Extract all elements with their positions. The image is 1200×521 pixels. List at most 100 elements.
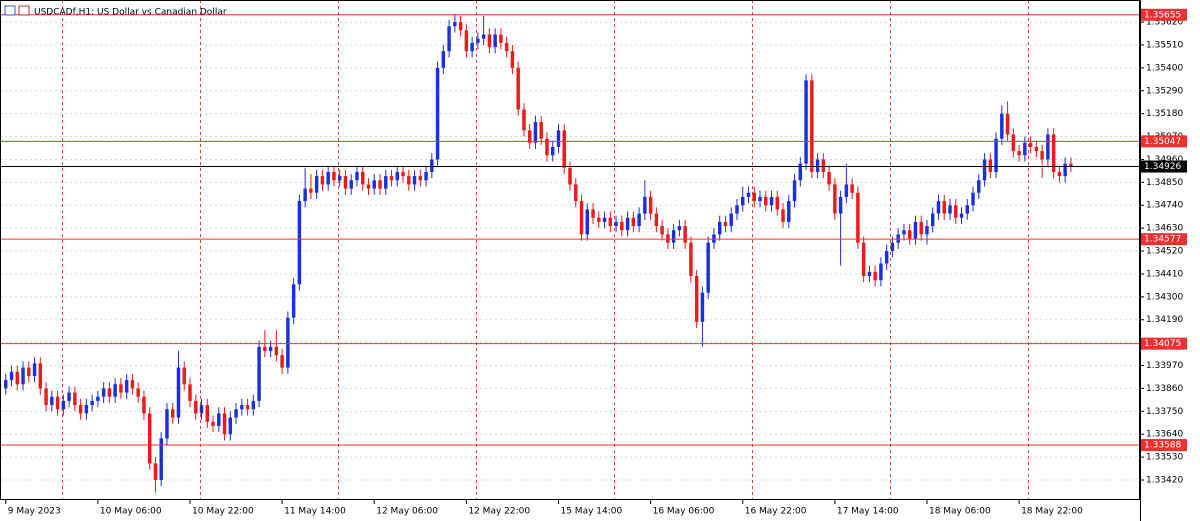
- candle-body: [977, 180, 981, 193]
- x-tick-label: 17 May 14:00: [837, 507, 899, 517]
- candle-body: [821, 159, 826, 172]
- y-tick-label: 1.33970: [1146, 361, 1183, 371]
- candle-body: [32, 363, 37, 376]
- y-tick-label: 1.34960: [1146, 155, 1183, 165]
- candle-body: [804, 80, 808, 164]
- candle-body: [418, 176, 423, 181]
- y-tick-label: 1.34850: [1146, 178, 1183, 188]
- y-tick-label: 1.34190: [1146, 315, 1183, 325]
- candle-body: [268, 346, 273, 351]
- candle-body: [890, 242, 895, 252]
- candle-body: [631, 217, 636, 227]
- candle-body: [787, 201, 791, 222]
- y-tick-label: 1.34300: [1146, 292, 1183, 302]
- candle-body: [867, 271, 872, 277]
- x-tick-label: 18 May 22:00: [1021, 507, 1083, 517]
- candle-body: [706, 242, 710, 293]
- candle-body: [735, 205, 739, 214]
- candle-body: [1000, 113, 1004, 139]
- candle-body: [44, 388, 48, 406]
- candle-body: [608, 217, 613, 227]
- candle-body: [504, 42, 509, 52]
- x-tick-label: 11 May 14:00: [284, 507, 346, 517]
- candle-body: [228, 417, 233, 435]
- candle-body: [453, 22, 457, 27]
- candle-body: [199, 405, 204, 414]
- candle-body: [982, 159, 987, 181]
- candle-body: [67, 392, 71, 401]
- x-tick-label: 9 May 2023: [8, 507, 61, 517]
- level-label: 1.35655: [1144, 10, 1181, 20]
- candle-body: [746, 192, 751, 197]
- y-tick-label: 1.34740: [1146, 201, 1183, 211]
- candle-body: [729, 213, 733, 227]
- y-tick-label: 1.33420: [1146, 476, 1183, 486]
- candle-body: [9, 371, 14, 381]
- candle-body: [240, 405, 244, 410]
- candle-body: [643, 196, 647, 214]
- candle-body: [896, 234, 900, 243]
- candle-body: [441, 51, 446, 68]
- candle-body: [4, 380, 8, 389]
- candle-body: [1051, 134, 1056, 172]
- candle-body: [522, 109, 526, 131]
- candle-body: [568, 167, 572, 185]
- candle-body: [107, 388, 112, 397]
- candle-body: [741, 196, 745, 206]
- y-tick-label: 1.35400: [1146, 63, 1183, 73]
- candle-body: [90, 400, 94, 406]
- candle-body: [50, 396, 54, 406]
- candle-body: [15, 371, 19, 385]
- candle-body: [194, 400, 198, 414]
- x-tick-label: 10 May 06:00: [100, 507, 162, 517]
- candle-body: [666, 234, 670, 243]
- grid: [0, 21, 1140, 481]
- x-tick-label: 10 May 22:00: [192, 507, 254, 517]
- candle-body: [84, 405, 89, 414]
- candle-body: [21, 367, 25, 385]
- title-block: USDCADf,H1: US Dollar vs Canadian Dollar: [4, 5, 227, 18]
- candle-body: [389, 176, 394, 181]
- level-tag: [1141, 8, 1187, 21]
- candle-body: [188, 384, 192, 401]
- candle-body: [142, 396, 146, 414]
- candle-body: [1023, 142, 1027, 156]
- candle-body: [648, 196, 653, 214]
- candle-body: [286, 317, 290, 368]
- candle-body: [171, 409, 175, 418]
- candle-body: [1040, 151, 1044, 160]
- candle-body: [1028, 142, 1033, 147]
- candle-body: [458, 22, 463, 31]
- x-tick-label: 18 May 06:00: [929, 507, 991, 517]
- candle-body: [349, 180, 353, 189]
- candle-body: [297, 201, 302, 285]
- candle-body: [620, 221, 624, 231]
- level-label: 1.34577: [1144, 235, 1181, 245]
- current-price-label: 1.34926: [1144, 162, 1181, 172]
- candle-body: [936, 201, 941, 214]
- candle-body: [925, 226, 929, 235]
- candle-body: [493, 34, 497, 48]
- candle-body: [101, 388, 106, 397]
- candle-body: [309, 188, 313, 193]
- candle-body: [280, 355, 284, 368]
- candle-body: [257, 346, 261, 401]
- candle-body: [303, 188, 307, 202]
- candle-body: [907, 230, 912, 239]
- candle-body: [527, 130, 532, 143]
- x-tick-label: 12 May 06:00: [376, 507, 438, 517]
- candle-body: [913, 221, 918, 239]
- candle-body: [971, 192, 975, 206]
- y-tick-label: 1.33750: [1146, 407, 1183, 417]
- candle-body: [810, 80, 814, 172]
- candle-body: [942, 201, 946, 214]
- candle-body: [205, 405, 209, 422]
- candle-body: [487, 34, 492, 48]
- candle-body: [758, 196, 762, 202]
- candle-body: [130, 380, 135, 389]
- candle-body: [343, 176, 348, 189]
- candle-body: [96, 396, 100, 401]
- candle-body: [1057, 171, 1062, 177]
- candle-body: [959, 213, 964, 218]
